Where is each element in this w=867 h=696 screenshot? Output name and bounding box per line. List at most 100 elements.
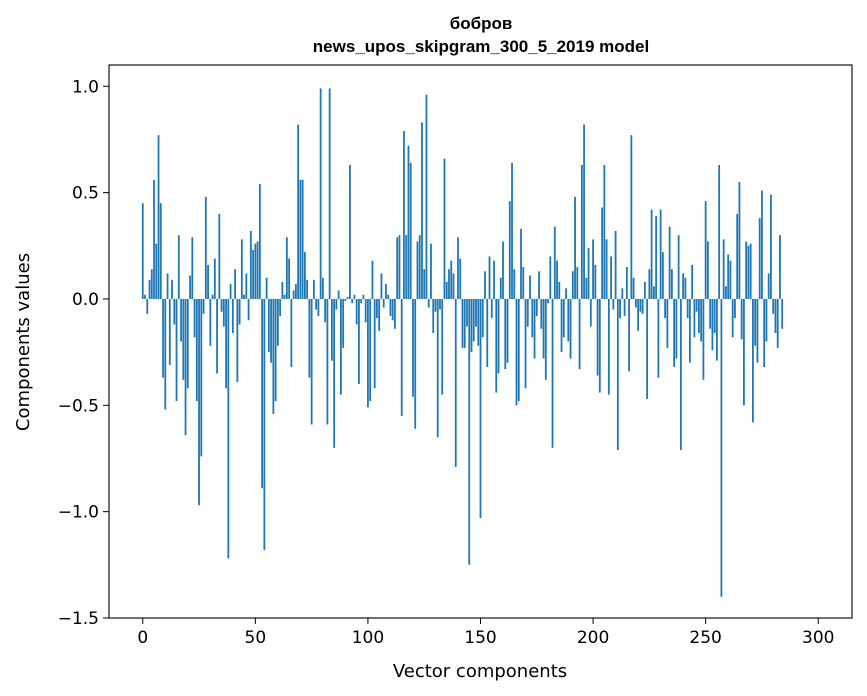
bar-275 <box>761 190 763 299</box>
bar-71 <box>301 179 304 299</box>
x-tick-label: 250 <box>689 628 721 648</box>
bar-79 <box>319 88 322 299</box>
bar-225 <box>648 269 651 299</box>
bar-247 <box>698 298 700 333</box>
y-axis-label: Components values <box>13 253 34 431</box>
bar-168 <box>520 228 522 299</box>
bar-237 <box>675 298 678 359</box>
bar-62 <box>281 281 284 299</box>
bar-72 <box>303 252 306 299</box>
bar-152 <box>484 271 486 299</box>
bar-39 <box>229 284 232 299</box>
bar-267 <box>743 298 745 406</box>
bar-213 <box>621 288 624 299</box>
bar-115 <box>400 298 403 416</box>
bar-32 <box>213 258 216 299</box>
bar-31 <box>211 294 214 299</box>
bar-278 <box>767 273 770 299</box>
bar-1 <box>144 294 146 299</box>
bar-250 <box>704 201 707 299</box>
x-tick-label: 150 <box>464 628 496 648</box>
bar-179 <box>544 298 547 380</box>
bar-102 <box>371 260 374 299</box>
bar-186 <box>560 298 563 353</box>
bar-227 <box>652 286 655 299</box>
bar-253 <box>711 298 714 351</box>
bar-269 <box>747 245 750 299</box>
bar-24 <box>195 298 198 402</box>
bar-86 <box>335 298 338 310</box>
bar-204 <box>601 207 603 299</box>
bar-11 <box>166 273 169 299</box>
bar-142 <box>461 298 464 348</box>
bar-156 <box>493 260 495 299</box>
bar-197 <box>585 277 588 299</box>
bar-121 <box>414 298 417 429</box>
chart-title: бобров <box>450 14 513 33</box>
bar-249 <box>702 298 705 380</box>
chart-subtitle: news_upos_skipgram_300_5_2019 model <box>313 37 649 56</box>
bar-7 <box>157 135 160 299</box>
bar-153 <box>486 298 489 368</box>
bar-273 <box>756 298 759 363</box>
bar-258 <box>722 239 725 299</box>
bar-187 <box>562 298 565 338</box>
bar-172 <box>529 275 531 299</box>
bar-260 <box>727 254 730 299</box>
bar-222 <box>641 298 644 314</box>
bar-135 <box>445 281 448 299</box>
x-tick-label: 50 <box>245 628 267 648</box>
bar-50 <box>254 243 257 299</box>
bars-group <box>141 88 784 597</box>
bar-252 <box>709 298 712 329</box>
bar-89 <box>342 298 345 348</box>
bar-226 <box>650 209 653 299</box>
bar-171 <box>526 298 529 327</box>
bar-270 <box>749 243 752 299</box>
bar-198 <box>587 247 590 299</box>
bar-256 <box>718 164 721 299</box>
bar-58 <box>272 298 275 414</box>
bar-133 <box>441 298 444 395</box>
bar-34 <box>218 213 221 299</box>
bar-53 <box>261 298 263 489</box>
bar-10 <box>164 298 167 410</box>
bar-218 <box>632 277 635 299</box>
bar-165 <box>513 269 516 299</box>
bar-52 <box>258 184 261 299</box>
bar-91 <box>346 296 349 299</box>
bar-93 <box>351 298 354 304</box>
bar-116 <box>403 130 405 299</box>
bar-161 <box>504 298 507 370</box>
bar-100 <box>367 298 369 408</box>
bar-19 <box>184 298 187 436</box>
bar-245 <box>693 298 696 338</box>
bar-205 <box>603 164 606 299</box>
bar-248 <box>700 298 703 342</box>
bar-68 <box>294 284 297 299</box>
bar-181 <box>549 256 552 299</box>
bar-35 <box>220 298 223 312</box>
bar-119 <box>409 162 412 299</box>
bar-113 <box>396 237 399 299</box>
bar-46 <box>245 273 248 299</box>
bar-262 <box>731 298 734 338</box>
bar-182 <box>551 298 554 448</box>
bar-195 <box>580 164 583 299</box>
bar-101 <box>369 298 372 402</box>
bar-128 <box>430 243 432 299</box>
bar-271 <box>752 298 754 423</box>
x-tick-label: 200 <box>577 628 609 648</box>
bar-87 <box>337 290 340 299</box>
bar-160 <box>502 241 504 299</box>
bar-173 <box>531 298 534 338</box>
bar-157 <box>495 298 498 393</box>
bar-83 <box>328 88 331 299</box>
bar-199 <box>589 298 592 327</box>
bar-97 <box>360 298 363 304</box>
bar-6 <box>155 243 158 299</box>
bar-279 <box>770 194 772 299</box>
bar-170 <box>524 298 527 389</box>
bar-264 <box>736 213 739 299</box>
bar-55 <box>265 277 268 299</box>
